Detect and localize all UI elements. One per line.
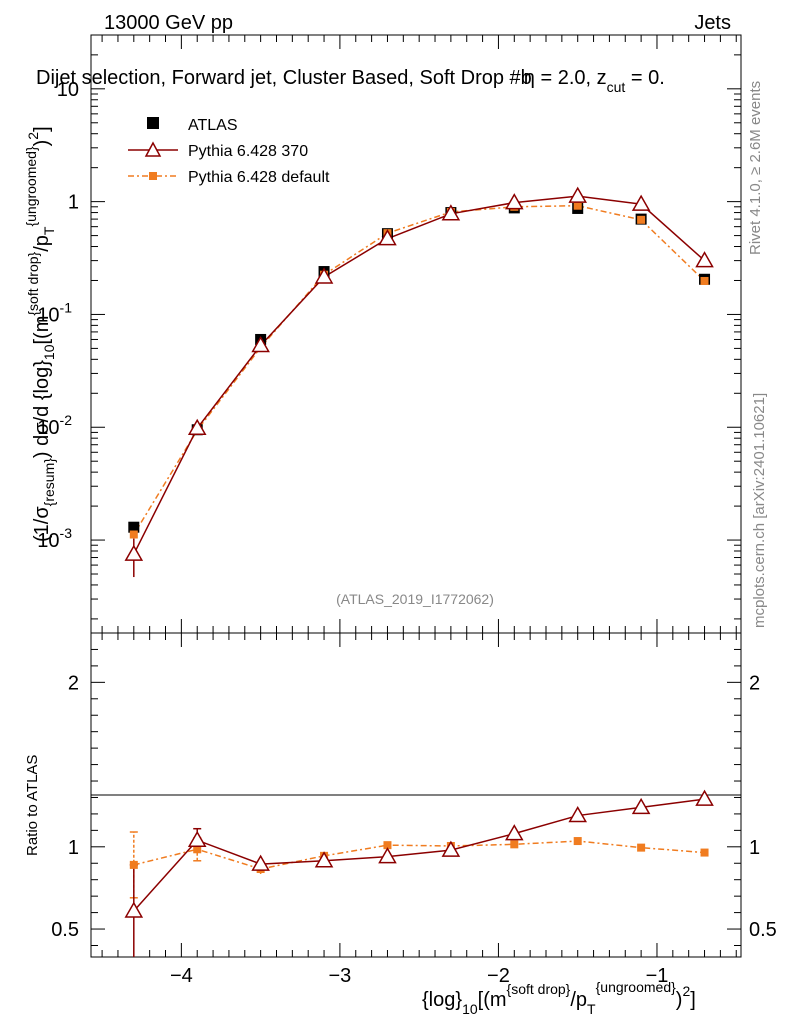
legend-atlas-marker: [147, 117, 159, 129]
ratio-line-pythia-default: [133, 840, 705, 870]
legend-pdef-marker: [149, 172, 157, 180]
point-pythia-default: [573, 201, 582, 210]
y-ratio-tick-label: 1: [68, 837, 79, 859]
ratio-point-pythia-default: [573, 837, 582, 846]
y-main-tick-label: 10-2: [37, 412, 72, 439]
ratio-point-pythia-370: [314, 851, 334, 868]
legend: ATLAS Pythia 6.428 370 Pythia 6.428 defa…: [128, 117, 330, 186]
main-plot-area: [124, 186, 714, 578]
x-tick-label: −3: [328, 965, 351, 987]
y-ratio-tick-label-right: 2: [749, 672, 760, 694]
ratio-point-pythia-370: [568, 806, 587, 823]
point-pythia-370: [251, 336, 270, 353]
title-end: = 0.: [625, 67, 664, 89]
x-axis-label: {log}10[(m{soft drop}/pT{ungroomed})2]: [422, 979, 696, 1017]
ratio-point-pythia-default: [383, 841, 392, 850]
point-pythia-370: [695, 251, 714, 268]
header-left: 13000 GeV pp: [104, 12, 233, 34]
y-main-tick-label: 10: [57, 79, 79, 101]
ratio-point-pythia-370: [505, 824, 524, 841]
legend-pdef-label: Pythia 6.428 default: [188, 169, 330, 186]
ratio-point-pythia-default: [510, 840, 519, 849]
series-line-pythia-370: [133, 195, 706, 555]
point-pythia-370: [441, 204, 461, 221]
series-line-pythia-default: [133, 204, 706, 535]
y-ratio-tick-label: 0.5: [51, 919, 79, 941]
ratio-point-pythia-370: [631, 797, 651, 815]
y-ratio-tick-label: 2: [68, 672, 79, 694]
svg-text:(1/σ{resum}) dσ/d {log}10[(m{s: (1/σ{resum}) dσ/d {log}10[(m{soft drop}/…: [23, 126, 57, 542]
analysis-watermark: (ATLAS_2019_I1772062): [336, 591, 494, 607]
ratio-point-pythia-370: [251, 854, 270, 871]
y-main-tick-label: 1: [68, 192, 79, 214]
ratio-point-pythia-370: [441, 840, 461, 857]
title-main: Dijet selection, Forward jet, Cluster Ba…: [36, 67, 532, 89]
legend-p370-marker: [144, 141, 162, 157]
y-main-tick-label: 10-3: [37, 525, 72, 552]
ratio-line-pythia-370: [133, 798, 705, 912]
point-pythia-370: [378, 229, 397, 246]
x-tick-label: −2: [487, 965, 510, 987]
x-tick-label: −4: [170, 965, 193, 987]
y-ratio-tick-label-right: 0.5: [749, 919, 777, 941]
ratio-point-pythia-default: [637, 843, 646, 852]
point-pythia-370: [568, 186, 587, 203]
y-axis-label-main: (1/σ{resum}) dσ/d {log}10[(m{soft drop}/…: [23, 126, 57, 542]
point-pythia-370: [314, 267, 334, 284]
axis-tick-labels: −4 −3 −2 −1 10 1 10-1 10-2 10-3 2 2 1 1 0.5 0.5: [37, 79, 777, 987]
y-ratio-tick-label-right: 1: [749, 837, 760, 859]
point-pythia-370: [124, 544, 144, 561]
axis-ticks: [91, 34, 741, 957]
plot-title: Dijet selection, Forward jet, Cluster Ba…: [36, 67, 665, 95]
ratio-point-pythia-370: [124, 901, 144, 918]
title-sub: cut: [607, 79, 626, 95]
y-axis-label-ratio: Ratio to ATLAS: [24, 755, 41, 856]
point-pythia-370: [631, 194, 651, 211]
ratio-point-pythia-370: [187, 830, 207, 847]
ratio-point-pythia-default: [193, 845, 202, 854]
rivet-label: Rivet 4.1.0, ≥ 2.6M events: [747, 81, 764, 255]
title-eta: η = 2.0, z: [524, 67, 607, 89]
ratio-point-pythia-370: [695, 789, 714, 806]
ratio-point-pythia-370: [378, 847, 397, 864]
point-pythia-default: [637, 215, 646, 224]
svg-text:{log}10[(m{soft drop}/pT{ungro: {log}10[(m{soft drop}/pT{ungroomed})2]: [422, 979, 696, 1017]
y-main-tick-label: 10-1: [37, 299, 72, 326]
ratio-point-pythia-default: [700, 848, 709, 857]
header-right: Jets: [694, 12, 731, 34]
ratio-plot-area: [124, 789, 714, 957]
legend-p370-label: Pythia 6.428 370: [188, 143, 308, 160]
point-pythia-370: [187, 418, 207, 435]
point-pythia-default: [700, 276, 709, 285]
x-tick-label: −1: [646, 965, 669, 987]
mcplots-label: mcplots.cern.ch [arXiv:2401.10621]: [751, 393, 768, 628]
legend-atlas-label: ATLAS: [188, 117, 238, 134]
ratio-point-pythia-default: [129, 860, 138, 869]
point-atlas: [128, 521, 140, 533]
point-pythia-370: [505, 193, 524, 210]
point-pythia-default: [129, 530, 138, 539]
